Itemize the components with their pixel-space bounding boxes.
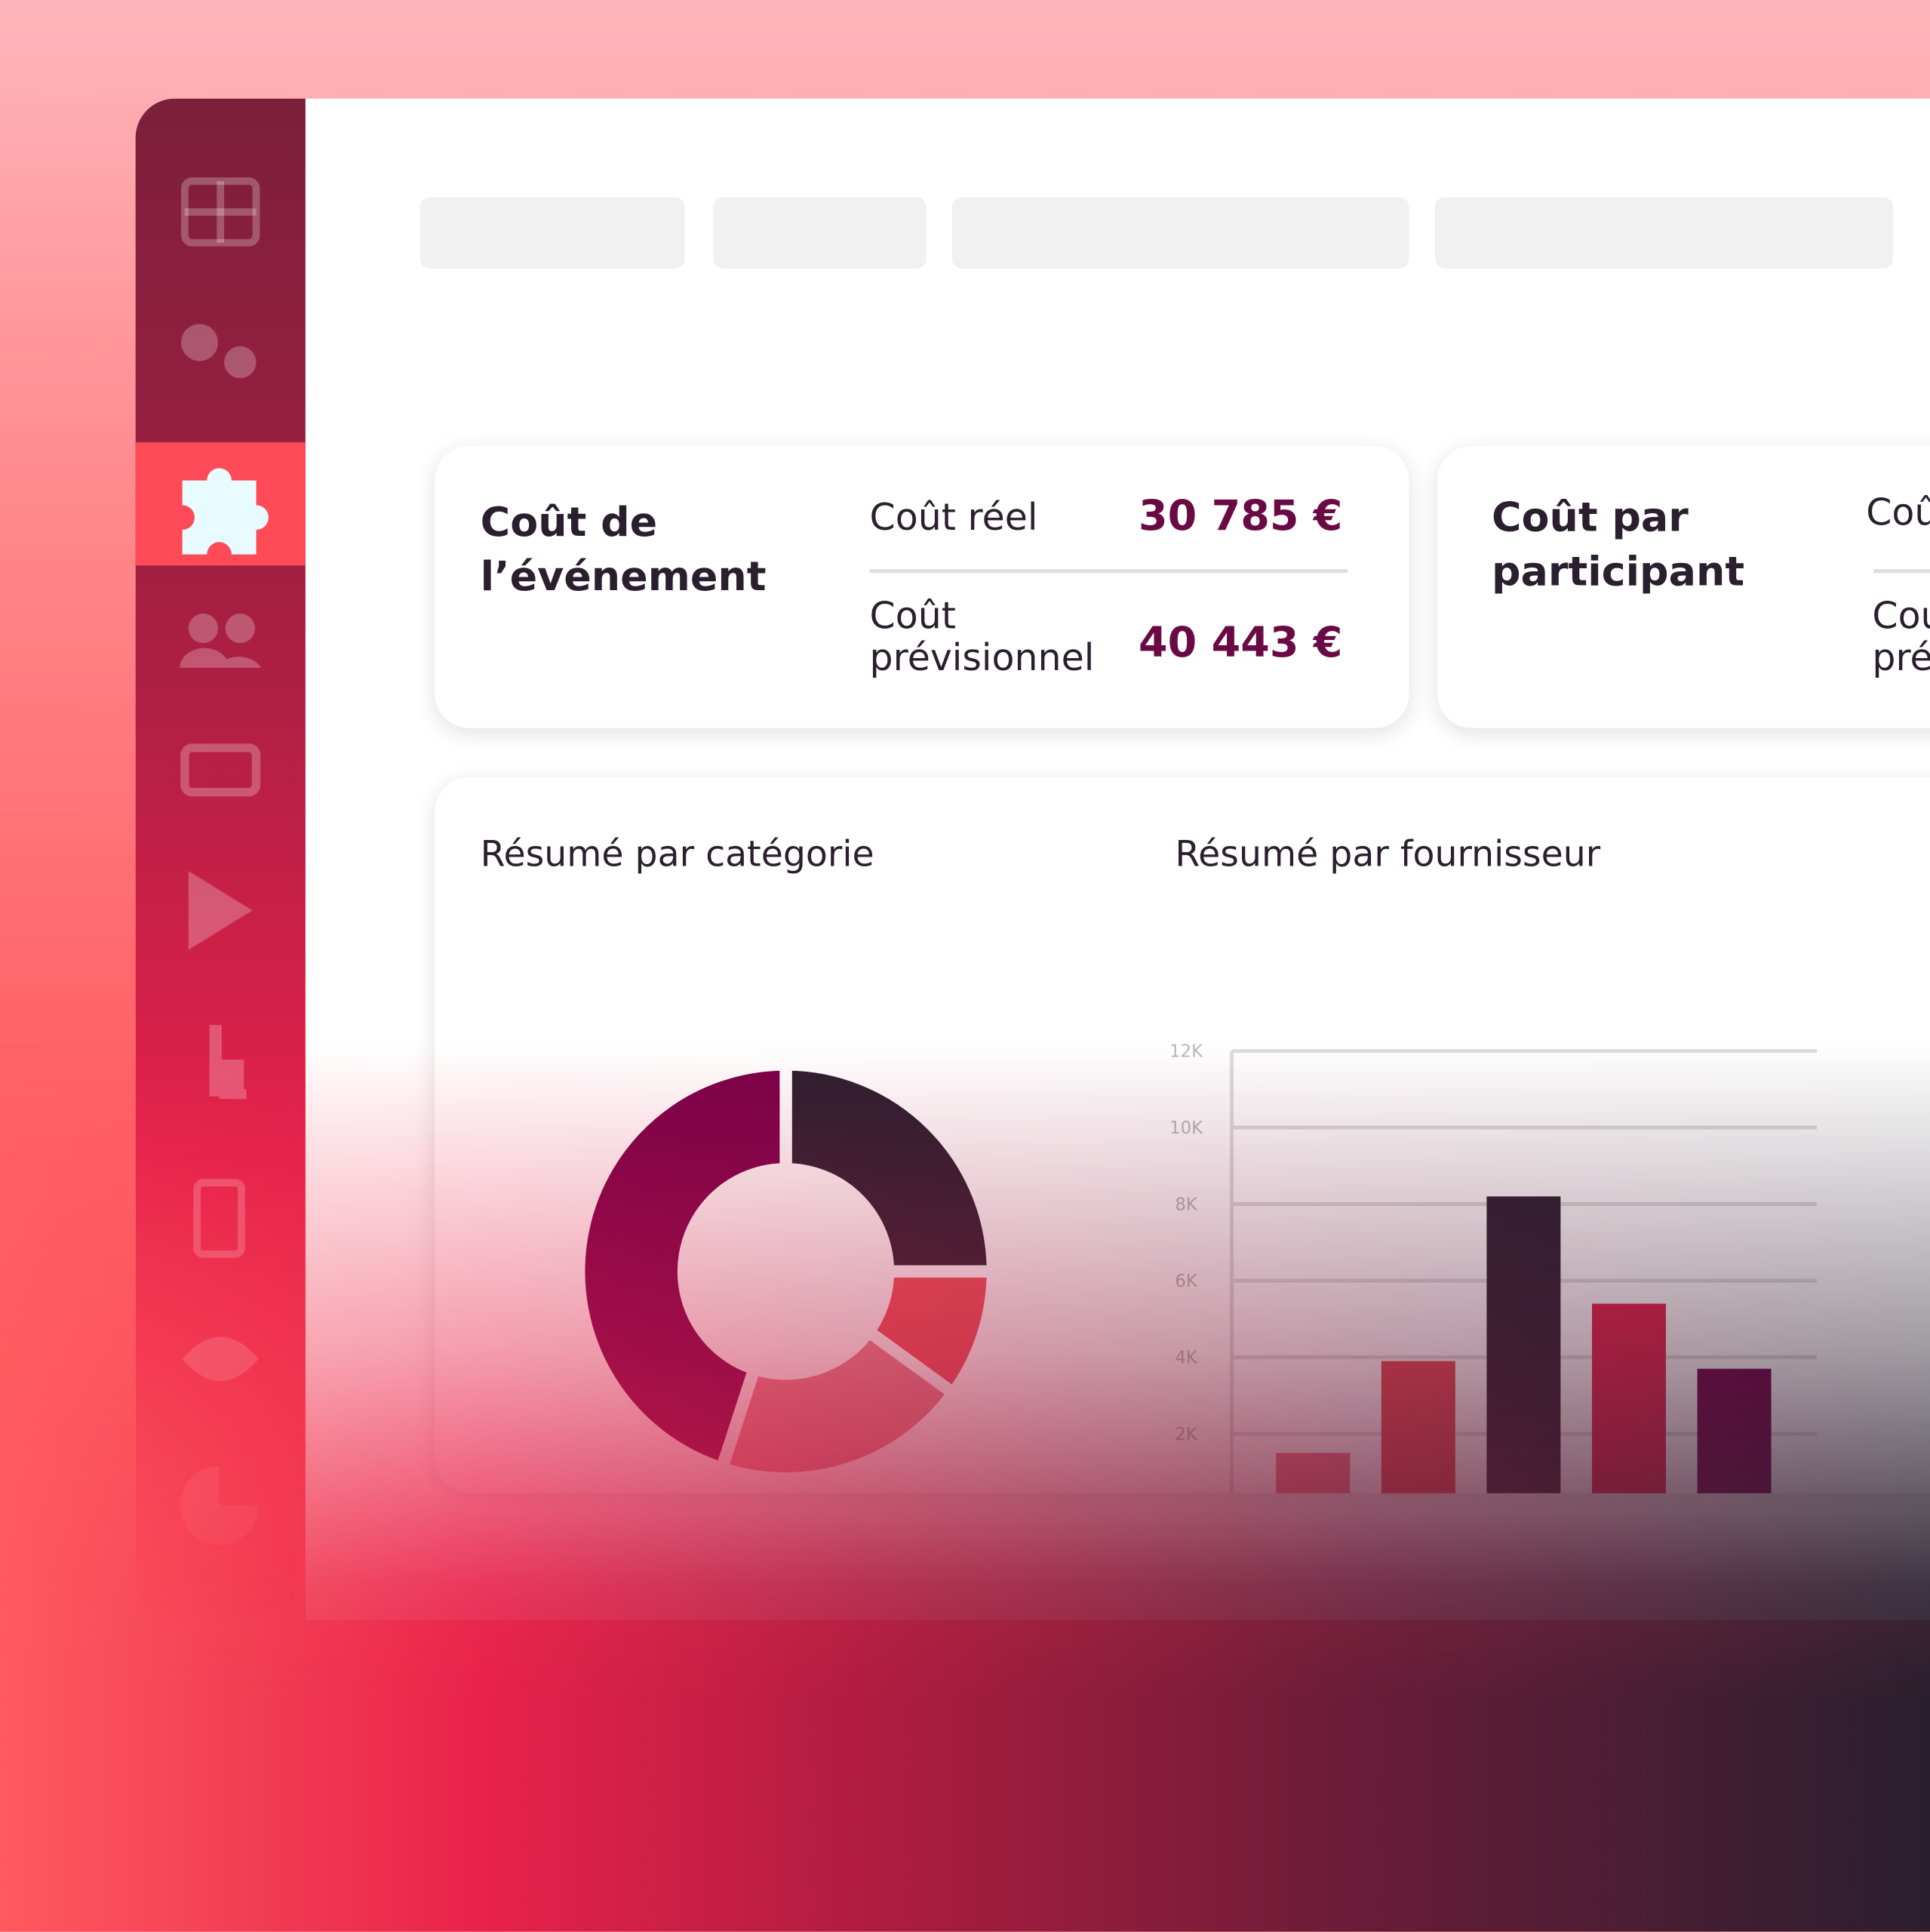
sidebar-icons (135, 177, 306, 1546)
y-tick-label: 12K (1169, 1042, 1203, 1062)
bar (1592, 1303, 1666, 1494)
row-label: Coût réel (869, 496, 1038, 540)
bar (1381, 1361, 1455, 1494)
icon-chart[interactable] (180, 1466, 259, 1546)
chart-card: Résumé par catégorie Résumé par fourniss… (435, 777, 1930, 1494)
placeholder-tab[interactable] (1434, 197, 1894, 269)
row-label: Coût prévisionnel (869, 595, 1095, 681)
card-title: Coût par participant (1491, 493, 1745, 595)
placeholder-tab[interactable] (419, 197, 685, 269)
icon-phone[interactable] (193, 1179, 245, 1258)
row-label: Coû (1866, 491, 1930, 535)
divider (869, 569, 1348, 574)
row-label: Cou pré (1872, 595, 1930, 681)
icon-play[interactable] (188, 871, 253, 950)
icon-ticket[interactable] (180, 743, 261, 797)
sidebar (135, 98, 306, 1620)
row-value: 30 785 € (1139, 491, 1343, 541)
y-tick-label: 8K (1175, 1195, 1198, 1215)
app-window: Coût de l’événement Coût réel 30 785 € C… (135, 98, 1930, 1620)
donut-slice (779, 1058, 999, 1278)
icon-eye[interactable] (182, 1337, 259, 1382)
icon-grid[interactable] (180, 177, 260, 247)
charts: 2K 4K 6K 8K 10K 12K (573, 1042, 1817, 1494)
icon-users[interactable] (180, 613, 262, 668)
y-tick-label: 2K (1175, 1425, 1198, 1444)
y-tick-label: 6K (1175, 1272, 1198, 1291)
placeholder-tab[interactable] (951, 197, 1409, 269)
icon-settings[interactable] (180, 324, 257, 379)
icon-touch[interactable] (209, 1025, 247, 1100)
bar (1697, 1368, 1772, 1494)
row-value: 40 443 € (1139, 618, 1343, 668)
bar (1276, 1453, 1351, 1494)
icon-puzzle (182, 468, 269, 555)
y-tick-label: 10K (1169, 1118, 1203, 1138)
bar (1486, 1196, 1561, 1494)
y-tick-label: 4K (1175, 1349, 1198, 1368)
divider (1873, 569, 1930, 574)
card-title: Coût de l’événement (480, 497, 767, 601)
cost-card: Coût par participant Coû Cou pré (1437, 445, 1930, 728)
placeholder-tab[interactable] (713, 197, 927, 269)
cost-card: Coût de l’événement Coût réel 30 785 € C… (435, 445, 1409, 728)
